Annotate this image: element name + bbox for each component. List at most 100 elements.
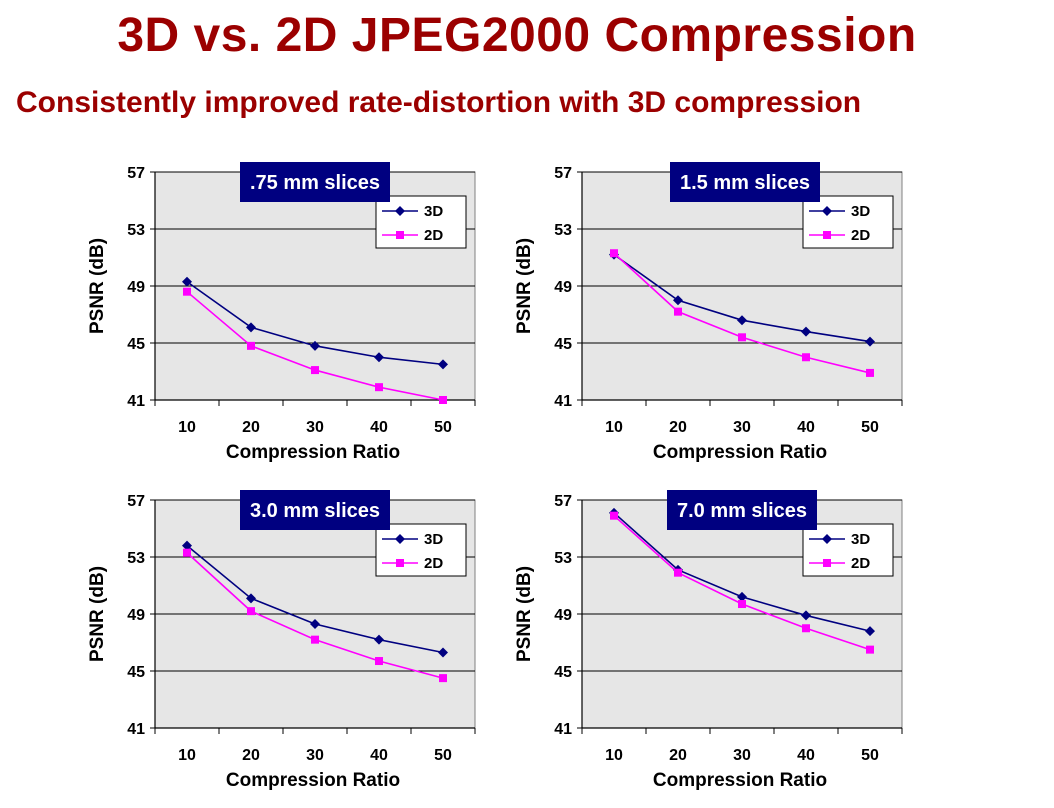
x-tick-label: 50 bbox=[434, 419, 452, 436]
data-point-3D bbox=[438, 359, 448, 370]
data-point-3D bbox=[310, 340, 320, 351]
x-tick-label: 40 bbox=[797, 419, 815, 436]
y-axis-label: PSNR (dB) bbox=[514, 238, 535, 334]
y-tick-label: 49 bbox=[554, 607, 572, 624]
data-point-3D bbox=[246, 593, 256, 604]
x-tick-label: 20 bbox=[669, 747, 687, 764]
x-tick-label: 40 bbox=[370, 419, 388, 436]
y-axis-label: PSNR (dB) bbox=[87, 566, 108, 662]
data-point-2D bbox=[802, 353, 810, 362]
chart-title-box bbox=[240, 490, 390, 530]
chart-title-box bbox=[670, 162, 820, 202]
data-point-3D bbox=[182, 276, 192, 287]
legend-marker-2D bbox=[396, 559, 404, 567]
data-point-2D bbox=[674, 307, 682, 316]
x-axis-label: Compression Ratio bbox=[653, 442, 827, 463]
data-point-3D bbox=[374, 352, 384, 363]
x-axis-label: Compression Ratio bbox=[226, 442, 400, 463]
y-tick-label: 41 bbox=[127, 393, 145, 410]
data-point-3D bbox=[737, 315, 747, 326]
y-tick-label: 41 bbox=[554, 721, 572, 738]
data-point-3D bbox=[673, 295, 683, 306]
data-point-2D bbox=[439, 674, 447, 683]
legend-marker-3D bbox=[822, 206, 832, 216]
x-tick-label: 50 bbox=[434, 747, 452, 764]
y-tick-label: 45 bbox=[554, 336, 572, 353]
x-tick-label: 10 bbox=[178, 747, 196, 764]
x-tick-label: 50 bbox=[861, 747, 879, 764]
data-point-2D bbox=[375, 657, 383, 666]
data-point-3D bbox=[310, 618, 320, 629]
page-title: 3D vs. 2D JPEG2000 Compression bbox=[117, 9, 917, 62]
data-point-2D bbox=[738, 600, 746, 609]
chart-2: 41 45 49 53 57 10 20 30 40 50 Compression Ratio PSN… bbox=[514, 162, 903, 463]
data-point-2D bbox=[247, 607, 255, 616]
legend-marker-2D bbox=[823, 559, 831, 567]
data-point-2D bbox=[866, 368, 874, 377]
data-point-2D bbox=[311, 366, 319, 375]
legend-marker-2D bbox=[823, 231, 831, 239]
legend-label-2D: 2D bbox=[851, 227, 870, 244]
y-tick-label: 57 bbox=[554, 493, 572, 510]
page-subtitle: Consistently improved rate-distortion wi… bbox=[16, 86, 862, 119]
y-tick-label: 53 bbox=[554, 222, 572, 239]
y-tick-label: 53 bbox=[127, 550, 145, 567]
chart-title: .75 mm slices bbox=[250, 172, 380, 194]
legend-label-2D: 2D bbox=[851, 555, 870, 572]
chart-4: 41 45 49 53 57 10 20 30 40 50 Compression Ratio PSN… bbox=[514, 490, 903, 791]
y-tick-label: 49 bbox=[554, 279, 572, 296]
x-tick-label: 30 bbox=[306, 747, 324, 764]
y-tick-label: 41 bbox=[554, 393, 572, 410]
legend-label-3D: 3D bbox=[424, 531, 443, 548]
data-point-3D bbox=[865, 626, 875, 637]
y-tick-label: 53 bbox=[127, 222, 145, 239]
chart-title: 1.5 mm slices bbox=[680, 172, 810, 194]
x-tick-label: 10 bbox=[605, 419, 623, 436]
legend-label-2D: 2D bbox=[424, 555, 443, 572]
x-tick-label: 20 bbox=[242, 419, 260, 436]
chart-title-box bbox=[240, 162, 390, 202]
y-tick-label: 45 bbox=[554, 664, 572, 681]
y-tick-label: 49 bbox=[127, 279, 145, 296]
x-axis-label: Compression Ratio bbox=[226, 770, 400, 791]
y-axis-label: PSNR (dB) bbox=[87, 238, 108, 334]
x-axis-label: Compression Ratio bbox=[653, 770, 827, 791]
x-tick-label: 50 bbox=[861, 419, 879, 436]
x-tick-label: 40 bbox=[370, 747, 388, 764]
data-point-3D bbox=[801, 326, 811, 337]
data-point-3D bbox=[801, 610, 811, 621]
legend-marker-2D bbox=[396, 231, 404, 239]
chart-title: 7.0 mm slices bbox=[677, 500, 807, 522]
y-axis-label: PSNR (dB) bbox=[514, 566, 535, 662]
x-tick-label: 30 bbox=[733, 747, 751, 764]
legend bbox=[375, 195, 467, 249]
legend-label-2D: 2D bbox=[424, 227, 443, 244]
data-point-2D bbox=[674, 568, 682, 577]
x-tick-label: 20 bbox=[242, 747, 260, 764]
data-point-2D bbox=[183, 548, 191, 557]
x-tick-label: 10 bbox=[178, 419, 196, 436]
data-point-2D bbox=[311, 635, 319, 644]
y-tick-label: 57 bbox=[127, 493, 145, 510]
y-tick-label: 49 bbox=[127, 607, 145, 624]
data-point-2D bbox=[738, 333, 746, 342]
data-point-2D bbox=[866, 645, 874, 654]
legend-label-3D: 3D bbox=[851, 531, 870, 548]
data-point-2D bbox=[802, 624, 810, 633]
chart-title: 3.0 mm slices bbox=[250, 500, 380, 522]
legend-label-3D: 3D bbox=[851, 203, 870, 220]
chart-3: 41 45 49 53 57 10 20 30 40 50 Compression Ratio PSN… bbox=[87, 490, 476, 791]
y-tick-label: 41 bbox=[127, 721, 145, 738]
data-point-2D bbox=[375, 383, 383, 392]
data-point-2D bbox=[610, 249, 618, 258]
data-point-2D bbox=[439, 396, 447, 404]
data-point-2D bbox=[610, 511, 618, 520]
legend bbox=[802, 195, 894, 249]
x-tick-label: 10 bbox=[605, 747, 623, 764]
data-point-2D bbox=[247, 341, 255, 350]
legend-marker-3D bbox=[395, 534, 405, 544]
x-tick-label: 30 bbox=[306, 419, 324, 436]
x-tick-label: 20 bbox=[669, 419, 687, 436]
data-point-3D bbox=[182, 540, 192, 551]
x-tick-label: 30 bbox=[733, 419, 751, 436]
